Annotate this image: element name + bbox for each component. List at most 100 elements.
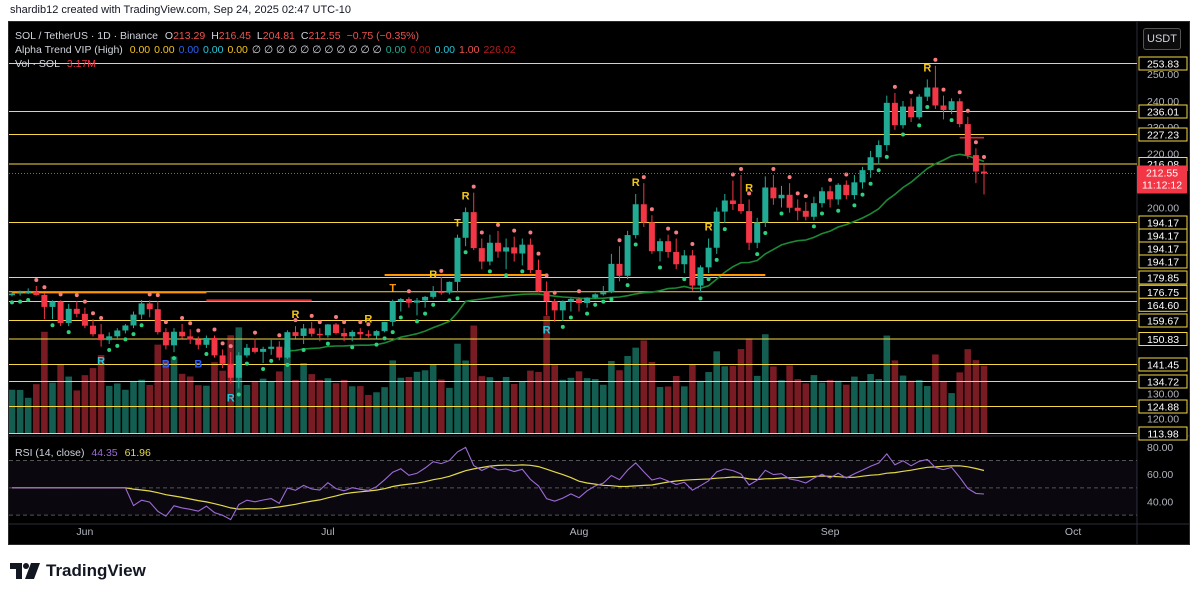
signal-dot — [520, 269, 525, 274]
signal-dot — [180, 315, 185, 320]
time-axis-label: Oct — [1065, 526, 1081, 538]
signal-label: T — [454, 218, 461, 230]
volume-bar — [251, 381, 259, 434]
candle-body — [924, 87, 931, 97]
signal-dot — [949, 118, 954, 123]
candle-body — [648, 222, 655, 252]
volume-bar — [729, 365, 737, 434]
signal-dot — [82, 299, 87, 304]
alpha-trend-value: 226.02 — [483, 44, 516, 56]
rsi-ma-value: 61.96 — [124, 447, 151, 459]
volume-legend[interactable]: Vol · SOL 3.17M — [15, 58, 100, 70]
volume-bar — [964, 349, 972, 434]
chart-frame[interactable]: RBBRRRTRTRRRRRR250.00240.00230.00220.002… — [8, 21, 1190, 545]
price-chart[interactable]: RBBRRRTRTRRRRRR250.00240.00230.00220.002… — [9, 22, 1189, 544]
signal-dot — [382, 336, 387, 341]
signal-dot — [220, 341, 225, 346]
candle-body — [397, 299, 404, 302]
volume-bar — [535, 371, 542, 434]
volume-bar — [924, 386, 931, 434]
signal-dot — [868, 181, 873, 186]
volume-bar — [705, 372, 712, 434]
signal-dot — [455, 296, 460, 301]
signal-dot — [261, 367, 266, 372]
candle-body — [179, 331, 186, 337]
volume-bar — [405, 376, 413, 434]
signal-dot — [714, 257, 719, 262]
volume-bar — [211, 362, 218, 434]
ohlc-label: O — [164, 30, 174, 42]
volume-bar — [721, 366, 729, 434]
ohlc-value: 213.29 — [173, 30, 206, 42]
signal-dot — [269, 358, 274, 363]
signal-dot — [739, 167, 743, 172]
signal-dot — [487, 269, 492, 274]
volume-bar — [114, 383, 121, 434]
signal-dot — [204, 352, 209, 357]
volume-bar — [170, 356, 178, 434]
signal-dot — [973, 140, 978, 145]
signal-dot — [836, 208, 841, 213]
volume-bar — [65, 376, 72, 434]
volume-bar — [381, 387, 388, 434]
last-price-box — [1137, 165, 1187, 194]
candle-body — [357, 331, 364, 335]
signal-dot — [820, 211, 824, 216]
candle-body — [219, 355, 226, 364]
signal-dot — [66, 330, 71, 335]
candle-body — [389, 301, 396, 322]
signal-dot — [666, 226, 671, 231]
volume-bar — [57, 363, 64, 434]
candle-body — [794, 207, 801, 211]
volume-bar — [186, 376, 194, 434]
volume-bar — [267, 381, 275, 434]
signal-dot — [925, 105, 930, 109]
signal-dot — [155, 293, 160, 298]
volume-bar — [195, 385, 202, 434]
alpha-trend-legend[interactable]: Alpha Trend VIP (High) 0.00 0.00 0.00 0.00 0… — [15, 44, 524, 56]
ohlc-value: 212.55 — [308, 30, 341, 42]
candle-body — [632, 204, 639, 236]
candle-body — [90, 325, 96, 335]
candle-body — [600, 292, 607, 295]
candle-body — [333, 324, 339, 333]
volume-bar — [421, 370, 429, 434]
candle-body — [171, 331, 177, 346]
volume-bar — [543, 316, 550, 434]
signal-dot — [350, 345, 355, 350]
signal-label: R — [462, 191, 470, 203]
symbol-legend[interactable]: SOL / TetherUS · 1D · Binance O213.29 H21… — [15, 30, 429, 42]
time-axis-label: Jul — [321, 526, 334, 538]
price-axis-tick: 200.00 — [1147, 203, 1179, 215]
volume-bar — [624, 355, 631, 434]
candle-body — [584, 297, 591, 304]
signal-dot — [301, 347, 306, 352]
signal-dot — [892, 84, 897, 89]
alpha-trend-line — [287, 153, 985, 352]
signal-dot — [277, 333, 282, 338]
currency-button[interactable]: USDT — [1143, 28, 1181, 50]
candle-body — [187, 336, 194, 340]
signal-label: R — [543, 324, 551, 336]
candle-body — [859, 170, 866, 183]
volume-bar — [907, 380, 915, 434]
level-label: 194.17 — [1147, 257, 1179, 269]
rsi-legend[interactable]: RSI (14, close) 44.35 61.96 — [15, 447, 155, 459]
signal-dot — [342, 320, 347, 325]
candle-body — [195, 339, 202, 345]
signal-dot — [293, 318, 298, 323]
volume-bar — [397, 377, 405, 434]
candle-body — [802, 210, 809, 217]
candle-body — [470, 212, 477, 249]
signal-dot — [244, 361, 249, 366]
volume-bar — [365, 394, 372, 434]
volume-bar — [616, 370, 623, 434]
candle-body — [543, 291, 550, 302]
signal-dot — [390, 330, 395, 335]
signal-dot — [625, 283, 630, 288]
candle-body — [235, 355, 242, 378]
candle-body — [511, 247, 518, 254]
signal-dot — [560, 324, 565, 329]
volume-bar — [851, 376, 858, 434]
brand-name: TradingView — [46, 561, 146, 580]
